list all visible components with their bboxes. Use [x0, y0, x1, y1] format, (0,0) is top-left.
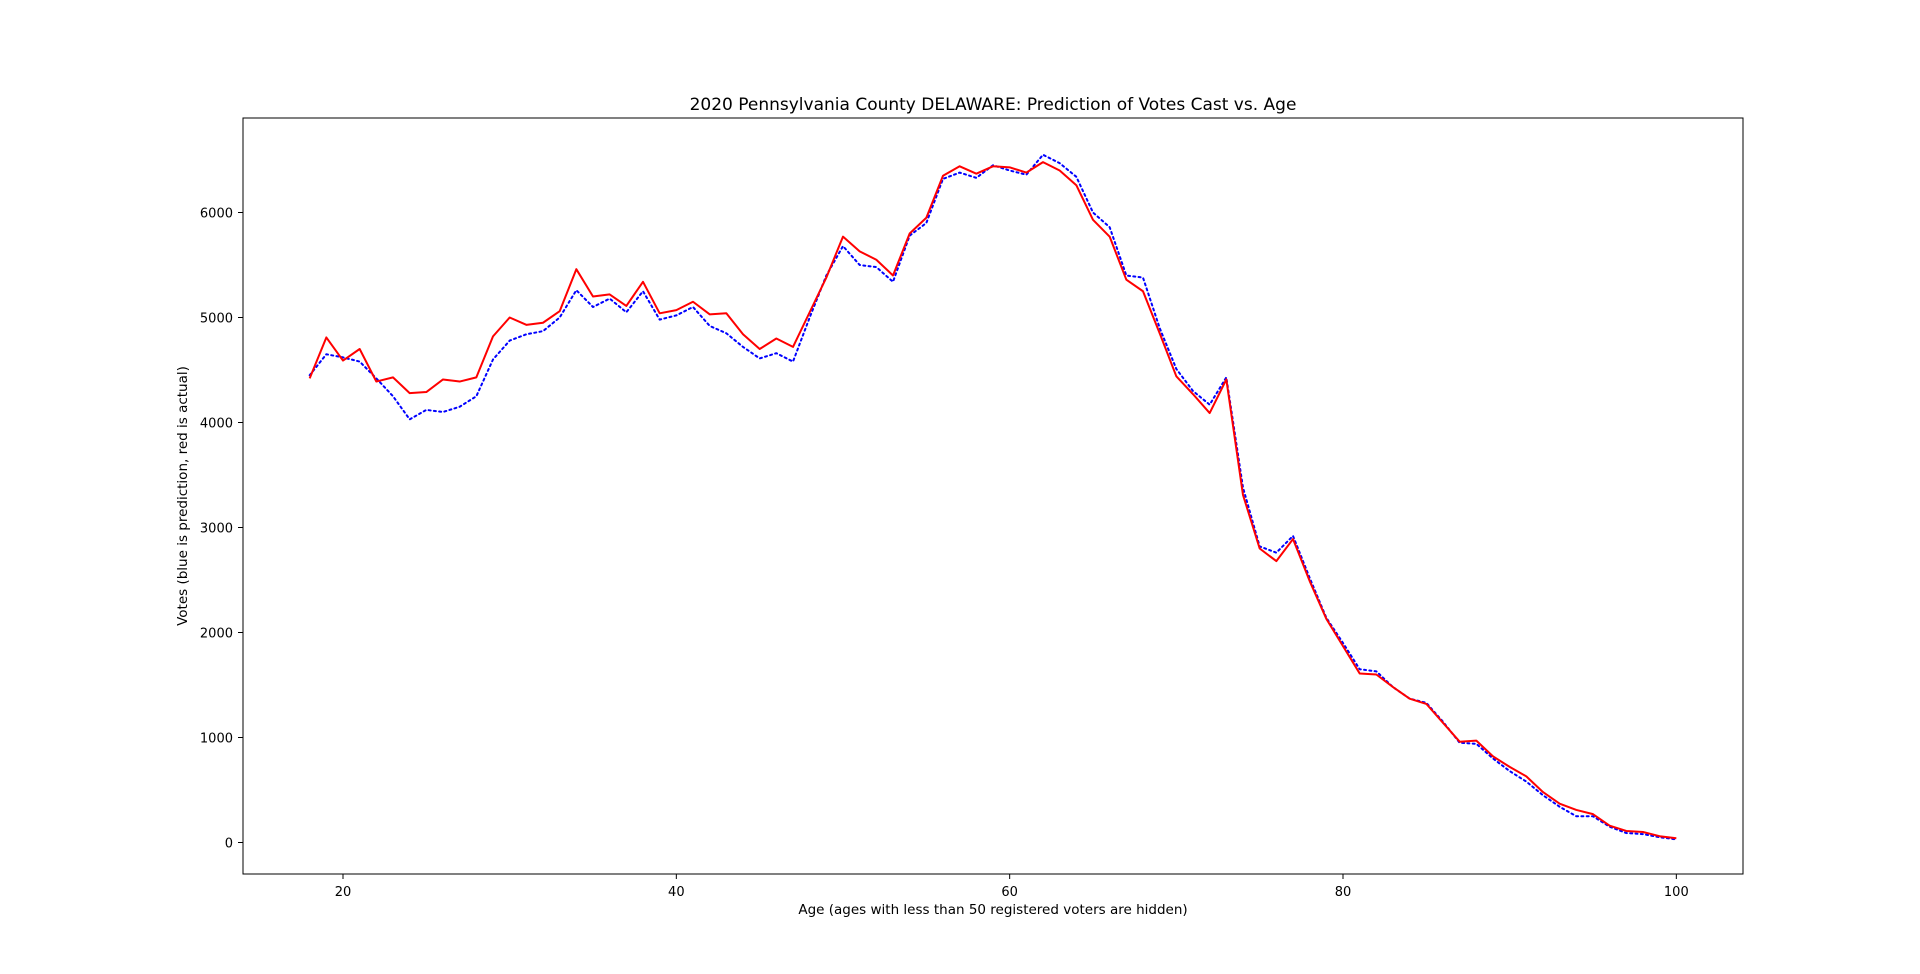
x-tick-label: 60 — [1001, 885, 1018, 900]
x-tick-label: 80 — [1335, 885, 1352, 900]
y-tick-label: 0 — [225, 837, 233, 852]
y-axis-label: Votes (blue is prediction, red is actual… — [175, 366, 191, 626]
y-tick-label: 4000 — [200, 417, 233, 432]
y-tick-label: 1000 — [200, 732, 233, 747]
y-axis: 0 1000 2000 3000 4000 5000 6000 — [200, 207, 243, 852]
x-tick-label: 40 — [668, 885, 685, 900]
y-tick-label: 3000 — [200, 522, 233, 537]
y-tick-label: 6000 — [200, 207, 233, 222]
actual-series-line — [308, 161, 1677, 840]
x-tick-label: 20 — [335, 885, 352, 900]
plot-area — [242, 117, 1744, 875]
x-axis: 20 40 60 80 100 — [335, 874, 1689, 900]
y-tick-label: 2000 — [200, 627, 233, 642]
series-layer — [308, 153, 1678, 841]
chart-title: 2020 Pennsylvania County DELAWARE: Predi… — [690, 95, 1297, 115]
x-axis-label: Age (ages with less than 50 registered v… — [798, 902, 1187, 918]
y-tick-label: 5000 — [200, 312, 233, 327]
plot-frame — [242, 117, 1744, 875]
x-tick-label: 100 — [1664, 885, 1689, 900]
